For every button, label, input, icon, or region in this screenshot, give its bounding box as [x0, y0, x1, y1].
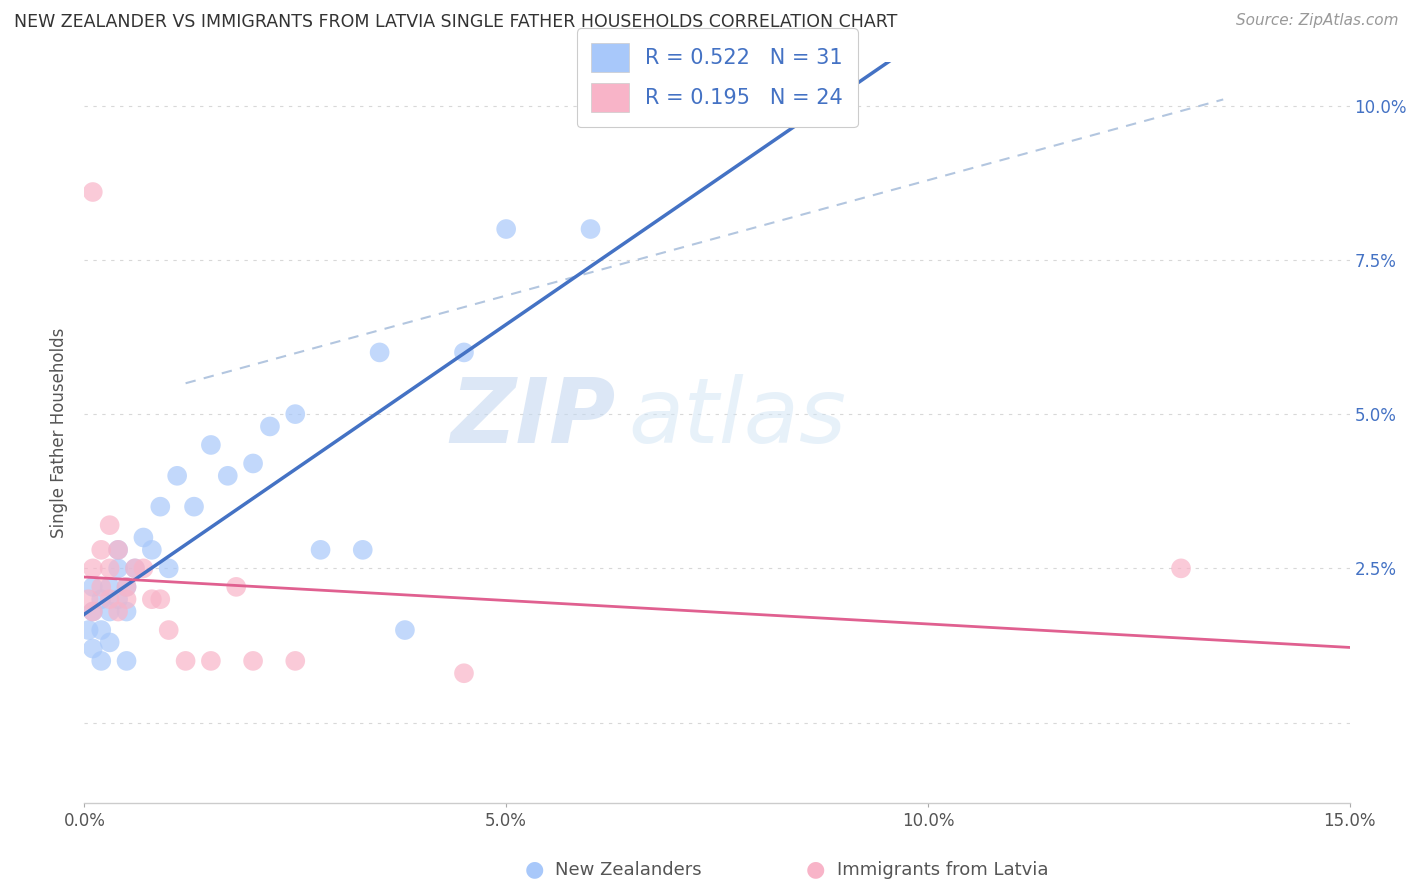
Point [90, 654, 112, 668]
Text: ●: ● [524, 860, 544, 880]
Text: NEW ZEALANDER VS IMMIGRANTS FROM LATVIA SINGLE FATHER HOUSEHOLDS CORRELATION CHA: NEW ZEALANDER VS IMMIGRANTS FROM LATVIA … [14, 13, 897, 31]
Point [352, 542, 374, 557]
Point [90, 623, 112, 637]
Point [579, 222, 602, 236]
Point [1170, 561, 1192, 575]
Point [107, 592, 129, 607]
Point [98, 561, 121, 575]
Point [166, 468, 188, 483]
Point [90, 592, 112, 607]
Point [174, 654, 197, 668]
Point [394, 623, 416, 637]
Point [157, 561, 180, 575]
Point [259, 419, 281, 434]
Point [132, 561, 155, 575]
Point [200, 654, 222, 668]
Point [115, 580, 138, 594]
Point [98, 635, 121, 649]
Point [107, 542, 129, 557]
Point [149, 500, 172, 514]
Point [141, 542, 163, 557]
Point [98, 605, 121, 619]
Point [149, 592, 172, 607]
Point [82, 580, 104, 594]
Point [200, 438, 222, 452]
Point [90, 542, 112, 557]
Legend: R = 0.522   N = 31, R = 0.195   N = 24: R = 0.522 N = 31, R = 0.195 N = 24 [576, 29, 858, 127]
Point [82, 561, 104, 575]
Point [82, 641, 104, 656]
Point [115, 580, 138, 594]
Point [217, 468, 239, 483]
Point [225, 580, 247, 594]
Point [495, 222, 517, 236]
Point [107, 542, 129, 557]
Point [82, 605, 104, 619]
Point [98, 580, 121, 594]
Point [77, 592, 100, 607]
Point [82, 185, 104, 199]
Point [124, 561, 146, 575]
Point [90, 580, 112, 594]
Point [98, 518, 121, 533]
Point [453, 345, 475, 359]
Text: Immigrants from Latvia: Immigrants from Latvia [837, 861, 1047, 879]
Point [115, 654, 138, 668]
Point [284, 654, 307, 668]
Point [115, 592, 138, 607]
Point [242, 654, 264, 668]
Point [115, 605, 138, 619]
Point [309, 542, 332, 557]
Point [82, 605, 104, 619]
Point [242, 457, 264, 471]
Point [124, 561, 146, 575]
Point [183, 500, 205, 514]
Text: atlas: atlas [628, 374, 846, 462]
Text: ●: ● [806, 860, 825, 880]
Point [453, 666, 475, 681]
Point [157, 623, 180, 637]
Point [107, 605, 129, 619]
Point [107, 561, 129, 575]
Point [284, 407, 307, 421]
Text: ZIP: ZIP [450, 374, 616, 462]
Point [77, 623, 100, 637]
Point [368, 345, 391, 359]
Point [141, 592, 163, 607]
Text: New Zealanders: New Zealanders [555, 861, 702, 879]
Point [98, 592, 121, 607]
Y-axis label: Single Father Households: Single Father Households [51, 327, 69, 538]
Text: Source: ZipAtlas.com: Source: ZipAtlas.com [1236, 13, 1399, 29]
Point [132, 531, 155, 545]
